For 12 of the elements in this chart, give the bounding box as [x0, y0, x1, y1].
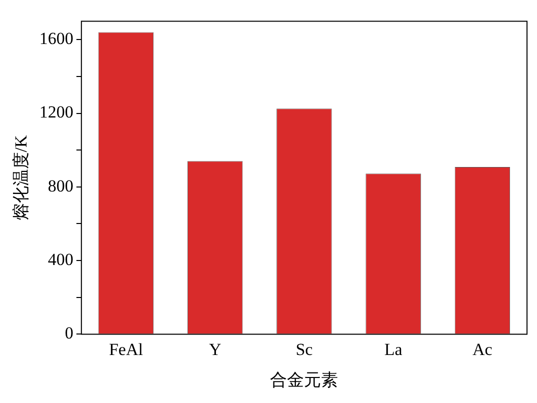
y-tick-label: 0 [64, 324, 74, 343]
y-tick-label: 1600 [39, 29, 74, 48]
x-axis-title: 合金元素 [270, 370, 338, 390]
y-axis-title: 熔化温度/K [12, 134, 31, 220]
x-tick-label: Ac [472, 340, 493, 359]
y-tick-label: 1200 [39, 102, 74, 122]
x-tick-label: La [384, 340, 403, 359]
x-tick-label: FeAl [108, 340, 144, 359]
x-tick-label: Y [208, 340, 222, 359]
y-tick-label: 800 [48, 176, 74, 196]
x-tick-label: Sc [296, 340, 314, 359]
y-tick-label: 400 [48, 250, 74, 270]
